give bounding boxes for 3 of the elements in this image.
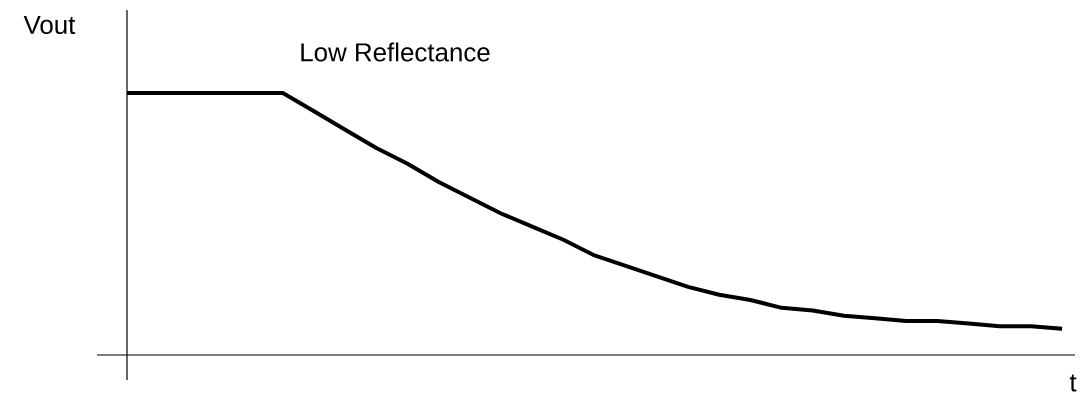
y-axis-title: Vout	[23, 15, 76, 35]
x-axis-title: t	[1069, 374, 1077, 392]
text: Low Reflectance	[301, 42, 490, 62]
